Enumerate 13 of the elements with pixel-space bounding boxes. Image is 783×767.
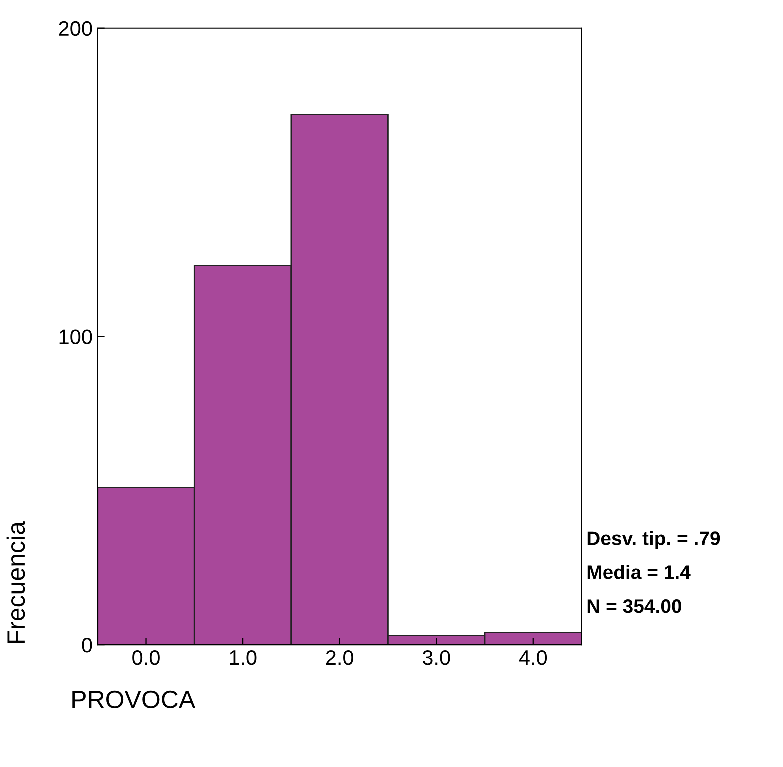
x-axis-title: PROVOCA <box>72 690 196 709</box>
x-tick-label: 3.0 <box>422 650 450 666</box>
x-tick-label: 4.0 <box>519 650 548 666</box>
y-tick-label: 100 <box>60 330 92 344</box>
x-tick-label: 2.0 <box>326 650 354 666</box>
y-axis-title: Frecuencia <box>6 522 26 644</box>
x-tick-label: 1.0 <box>230 650 257 666</box>
text: Desv. tip. = .79 <box>588 531 720 550</box>
text: N = 354.00 <box>588 599 682 614</box>
y-tick-label: 0 <box>82 638 92 653</box>
y-tick-label: 200 <box>59 21 92 36</box>
text: Media = 1.4 <box>588 565 691 580</box>
x-tick-label: 0.0 <box>132 650 160 666</box>
